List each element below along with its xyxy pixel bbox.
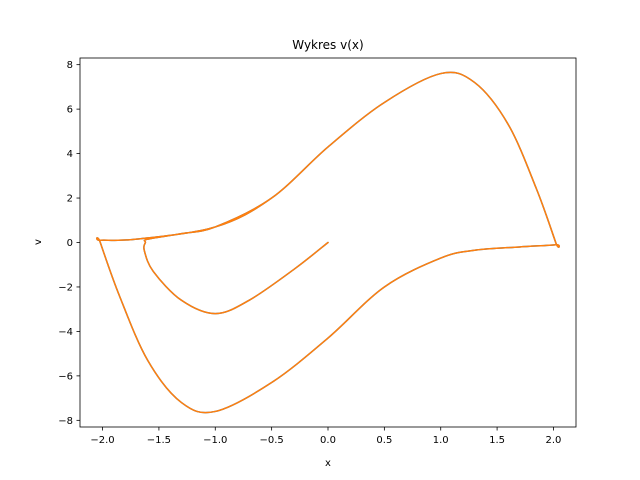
x-tick-label: 0.5 — [376, 435, 392, 446]
y-tick-label: 0 — [67, 238, 73, 249]
x-tick-label: −2.0 — [90, 435, 114, 446]
y-tick-label: −6 — [58, 371, 73, 382]
y-axis-ticks: −8 −6 −4 −2 0 2 4 6 8 — [58, 60, 80, 427]
y-tick-label: −8 — [58, 416, 73, 427]
y-axis-label: v — [33, 239, 44, 245]
y-tick-label: 6 — [67, 105, 73, 116]
x-tick-label: −1.5 — [147, 435, 171, 446]
y-tick-label: −4 — [58, 327, 73, 338]
x-axis-label: x — [325, 458, 331, 469]
x-tick-label: 0.0 — [320, 435, 336, 446]
chart-title: Wykres v(x) — [292, 38, 363, 52]
y-tick-label: 8 — [67, 60, 73, 71]
y-tick-label: 4 — [67, 149, 73, 160]
x-tick-label: 1.5 — [489, 435, 505, 446]
y-tick-label: 2 — [67, 194, 73, 205]
x-axis-ticks: −2.0 −1.5 −1.0 −0.5 0.0 0.5 1.0 1.5 2.0 — [90, 427, 561, 446]
x-tick-label: −1.0 — [203, 435, 227, 446]
series-line-2 — [96, 71, 560, 414]
x-tick-label: −0.5 — [259, 435, 283, 446]
x-tick-label: 1.0 — [433, 435, 449, 446]
y-tick-label: −2 — [58, 282, 73, 293]
x-tick-label: 2.0 — [546, 435, 562, 446]
series-layer — [96, 71, 560, 414]
